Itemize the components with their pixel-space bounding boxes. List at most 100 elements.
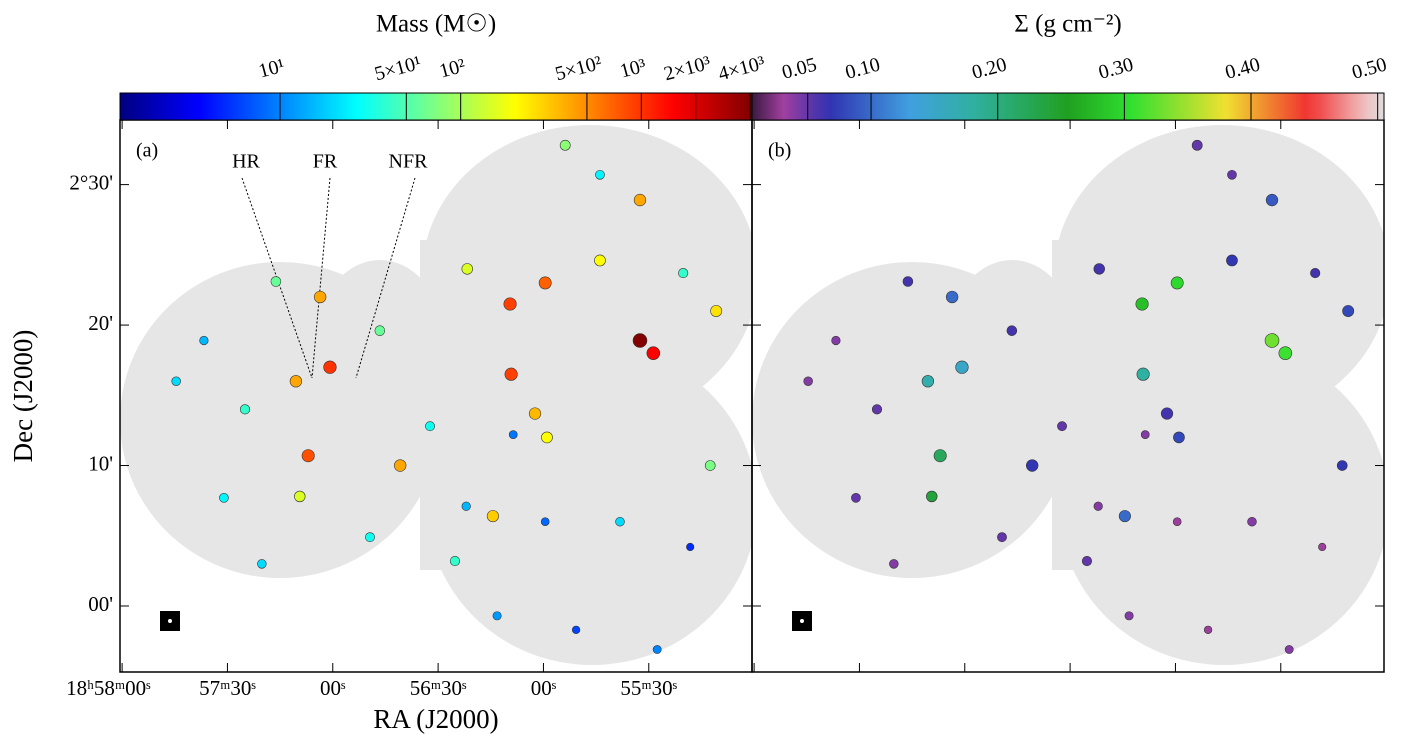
colorbar-tick-label: 10¹ <box>256 55 287 83</box>
y-tick-label: 20' <box>88 311 113 335</box>
source-point <box>997 532 1007 543</box>
source-point <box>571 625 581 635</box>
source-point <box>219 492 229 503</box>
source-point <box>1173 431 1185 444</box>
points <box>171 139 723 654</box>
source-point <box>394 459 407 472</box>
source-point <box>1247 516 1257 527</box>
source-point <box>199 335 209 346</box>
source-point <box>461 501 471 511</box>
colorbar-tick-label: 0.05 <box>780 53 820 83</box>
x-tick-label: 00ˢ <box>531 676 557 700</box>
source-point <box>503 297 517 311</box>
y-tick-label: 10' <box>88 451 113 475</box>
source-point <box>921 375 935 388</box>
source-point <box>1026 459 1039 472</box>
points <box>803 139 1355 654</box>
source-point <box>508 430 518 439</box>
source-point <box>595 169 605 180</box>
map-background <box>752 125 1384 665</box>
y-tick-label: 00' <box>88 592 113 616</box>
source-point <box>889 559 899 569</box>
source-point <box>704 460 716 471</box>
source-point <box>504 367 518 381</box>
colorbar <box>751 92 1385 121</box>
beam <box>160 611 812 631</box>
source-point <box>171 376 181 386</box>
source-point <box>425 421 435 432</box>
annotation: HR <box>232 151 260 173</box>
colorbar-tick-label: 10³ <box>618 55 649 83</box>
source-point <box>652 645 662 654</box>
colorbar-title: Mass (M☉) <box>376 11 496 38</box>
source-point <box>1057 421 1067 432</box>
source-point <box>1093 263 1105 275</box>
source-point <box>1172 517 1182 527</box>
source-point <box>1118 510 1131 523</box>
y-axis-label: Dec (J2000) <box>8 330 38 463</box>
colorbar-tick-label: 5×10² <box>553 52 604 85</box>
source-point <box>492 611 502 621</box>
annotation: NFR <box>389 151 429 173</box>
source-point <box>1170 276 1184 290</box>
source-point <box>449 555 461 567</box>
source-point <box>1191 139 1203 151</box>
source-point <box>831 335 841 346</box>
source-point <box>1310 268 1321 279</box>
source-point <box>1226 254 1238 267</box>
source-point <box>615 516 625 527</box>
source-point <box>1160 407 1174 420</box>
source-point <box>1278 346 1293 360</box>
panel-label: (b) <box>768 140 791 162</box>
annotation: FR <box>313 151 338 173</box>
source-point <box>1342 305 1355 317</box>
x-tick-label: 57ᵐ30ˢ <box>199 676 256 700</box>
colorbar-tick-label: 0.10 <box>843 53 883 83</box>
colorbar-tick-label: 5×10¹ <box>372 52 423 85</box>
source-point <box>632 333 648 348</box>
colorbar-tick-label: 0.50 <box>1350 53 1390 83</box>
colorbar-tick-label: 2×10³ <box>662 52 713 85</box>
map-background <box>120 125 752 665</box>
source-point <box>374 325 386 336</box>
source-point <box>1264 333 1280 348</box>
source-point <box>594 254 606 267</box>
source-point <box>710 305 723 317</box>
source-point <box>323 360 337 374</box>
source-point <box>257 559 267 569</box>
x-axis-label: RA (J2000) <box>373 704 498 734</box>
source-point <box>926 490 938 503</box>
source-point <box>538 276 552 290</box>
x-tick-label: 55ᵐ30ˢ <box>620 676 677 700</box>
source-point <box>461 263 473 275</box>
source-point <box>528 407 542 420</box>
source-point <box>871 404 883 415</box>
source-point <box>1265 193 1279 207</box>
y-tick-label: 2°30' <box>69 170 113 194</box>
source-point <box>1227 169 1237 180</box>
source-point <box>1336 460 1348 471</box>
colorbar-tick-label: 10² <box>437 55 468 83</box>
colorbar-tick-label: 4×10³ <box>716 52 767 85</box>
x-tick-label: 00ˢ <box>320 676 346 700</box>
colorbar-tick-label: 0.20 <box>970 53 1010 83</box>
source-point <box>540 517 550 527</box>
source-point <box>1284 645 1294 654</box>
source-point <box>365 532 375 543</box>
x-tick-label: 18ʰ58ᵐ00ˢ <box>66 676 151 700</box>
colorbar-tick-label: 0.30 <box>1096 53 1136 83</box>
source-point <box>541 431 553 444</box>
source-point <box>678 268 689 279</box>
source-point <box>955 360 969 374</box>
source-point <box>851 492 861 503</box>
source-point <box>1136 367 1150 381</box>
source-point <box>902 276 914 287</box>
source-point <box>313 290 327 304</box>
source-point <box>933 449 947 463</box>
panel-label: (a) <box>136 140 158 162</box>
source-point <box>559 139 571 151</box>
source-point <box>1203 625 1213 635</box>
source-point <box>270 276 282 287</box>
colorbar <box>119 92 753 121</box>
